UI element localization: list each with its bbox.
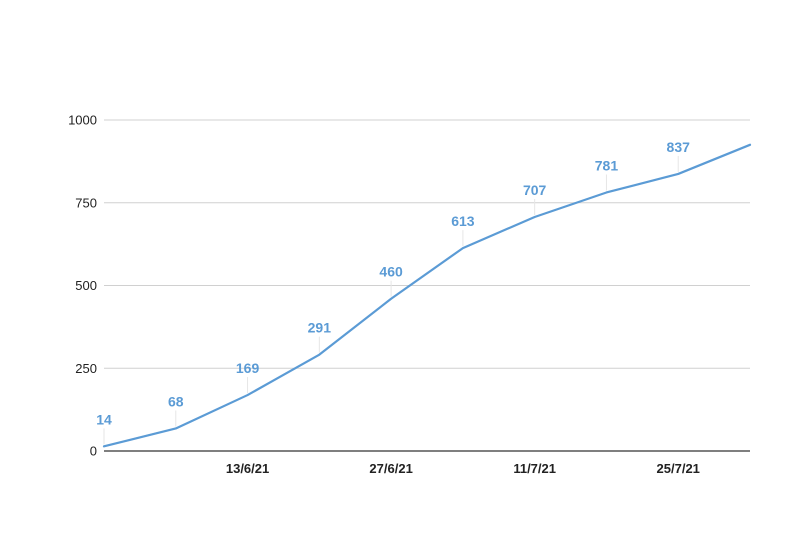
data-label: 613 — [451, 213, 475, 229]
series-line — [102, 143, 752, 448]
series-line-path — [102, 143, 752, 448]
gridlines — [104, 119, 750, 369]
data-label: 781 — [595, 157, 619, 173]
data-label: 460 — [379, 264, 403, 280]
x-tick-label: 27/6/21 — [369, 461, 412, 476]
data-labels: 14 68 169 291 460 613 707 781 837 — [96, 139, 691, 445]
x-tick-label: 13/6/21 — [226, 461, 269, 476]
data-label: 291 — [308, 320, 332, 336]
y-tick-label: 250 — [75, 361, 97, 376]
x-tick-label: 25/7/21 — [657, 461, 700, 476]
y-tick-label: 1000 — [68, 113, 97, 128]
y-tick-label: 0 — [90, 444, 97, 459]
data-label: 169 — [236, 360, 260, 376]
data-label: 837 — [667, 139, 691, 155]
y-tick-label: 500 — [75, 278, 97, 293]
data-label: 707 — [523, 182, 547, 198]
data-label: 14 — [96, 411, 112, 427]
y-tick-label: 750 — [75, 195, 97, 210]
axes: 0 250 500 750 1000 13/6/21 27/6/21 11/7/21 25/7/… — [68, 113, 750, 476]
data-label: 68 — [168, 393, 184, 409]
x-tick-label: 11/7/21 — [513, 461, 556, 476]
